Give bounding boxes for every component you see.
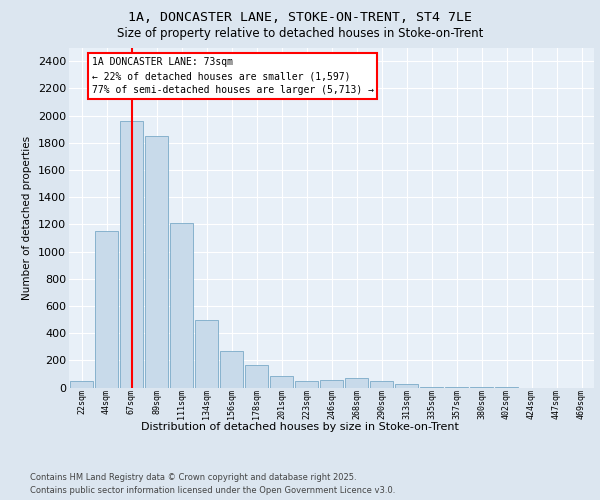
Bar [70,380,93,388]
Text: 1A, DONCASTER LANE, STOKE-ON-TRENT, ST4 7LE: 1A, DONCASTER LANE, STOKE-ON-TRENT, ST4 … [128,11,472,24]
Bar [120,121,143,388]
Text: Size of property relative to detached houses in Stoke-on-Trent: Size of property relative to detached ho… [117,28,483,40]
Bar [95,231,118,388]
Text: Distribution of detached houses by size in Stoke-on-Trent: Distribution of detached houses by size … [141,422,459,432]
Bar [270,376,293,388]
Bar [220,351,243,388]
Y-axis label: Number of detached properties: Number of detached properties [22,136,32,300]
Bar [420,387,443,388]
Bar [295,380,318,388]
Bar [195,320,218,388]
Text: 1A DONCASTER LANE: 73sqm
← 22% of detached houses are smaller (1,597)
77% of sem: 1A DONCASTER LANE: 73sqm ← 22% of detach… [91,57,373,95]
Bar [395,384,418,388]
Bar [320,380,343,388]
Bar [245,366,268,388]
Bar [345,378,368,388]
Bar [370,380,393,388]
Text: Contains public sector information licensed under the Open Government Licence v3: Contains public sector information licen… [30,486,395,495]
Text: Contains HM Land Registry data © Crown copyright and database right 2025.: Contains HM Land Registry data © Crown c… [30,472,356,482]
Bar [145,136,168,388]
Bar [170,223,193,388]
